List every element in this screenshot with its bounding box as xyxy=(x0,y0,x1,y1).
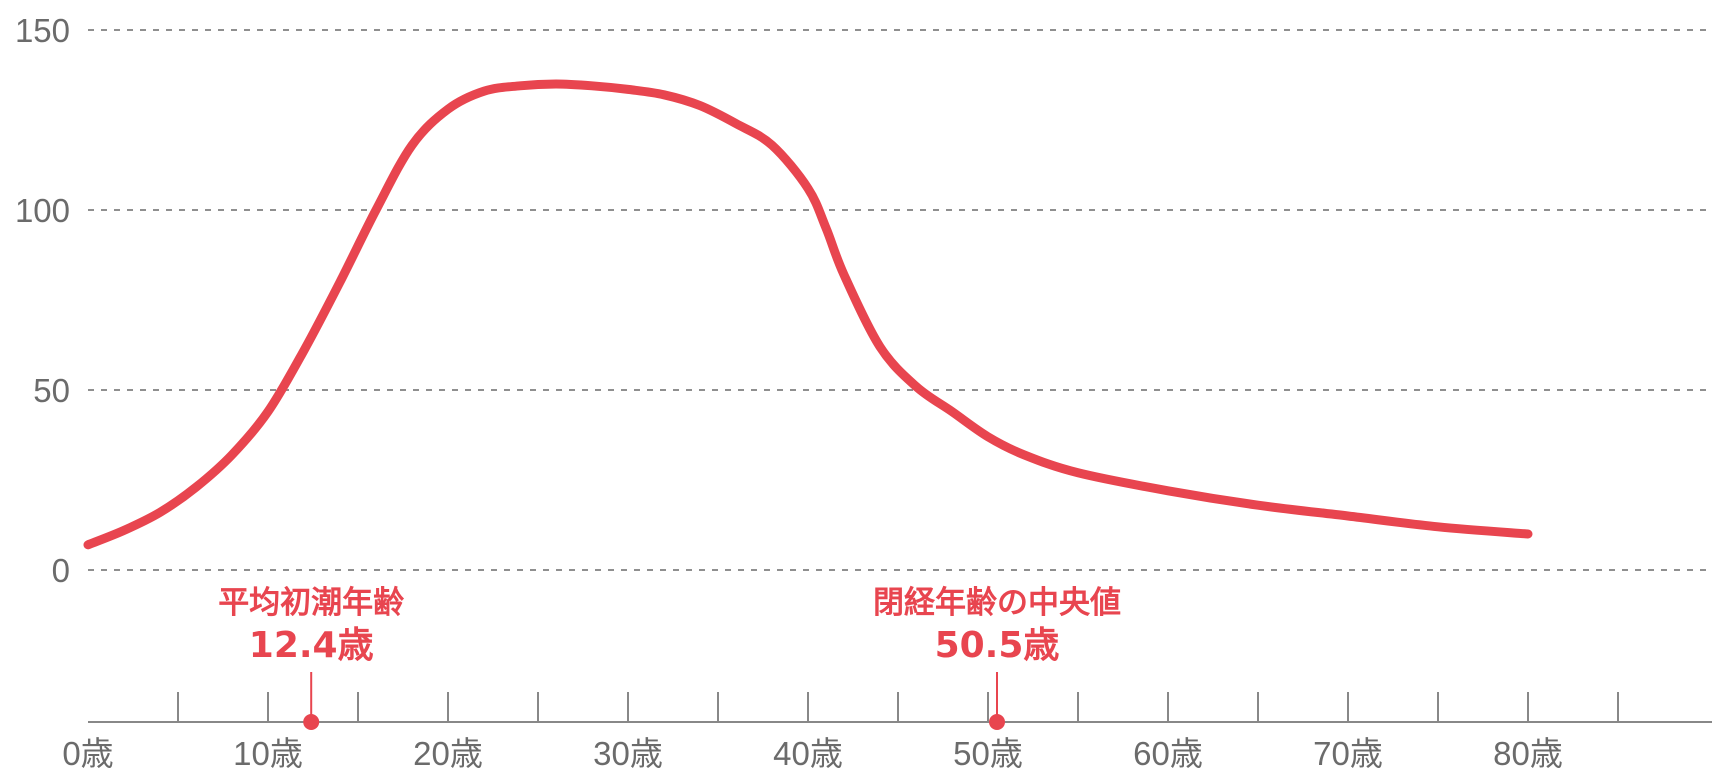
y-tick-label-150: 150 xyxy=(15,12,70,49)
annotations: 平均初潮年齢 12.4歳 閉経年齢の中央値 50.5歳 xyxy=(218,585,1121,730)
x-tick-label-40: 40歳 xyxy=(773,735,843,769)
x-tick-label-60: 60歳 xyxy=(1133,735,1203,769)
y-axis-tick-labels: 0 50 100 150 xyxy=(15,12,70,589)
annotation-marker-1 xyxy=(989,714,1005,730)
x-axis: 0歳 10歳 20歳 30歳 40歳 50歳 60歳 70歳 80歳 xyxy=(62,692,1712,769)
annotation-title-0: 平均初潮年齢 xyxy=(218,585,404,621)
y-tick-label-50: 50 xyxy=(33,372,70,409)
x-tick-label-30: 30歳 xyxy=(593,735,663,769)
grid-lines xyxy=(88,29,1712,571)
x-tick-label-10: 10歳 xyxy=(233,735,303,769)
annotation-value-1: 50.5歳 xyxy=(935,625,1060,666)
series-lines xyxy=(83,79,1533,550)
x-tick-label-50: 50歳 xyxy=(953,735,1023,769)
x-tick-label-70: 70歳 xyxy=(1313,735,1383,769)
annotation-value-0: 12.4歳 xyxy=(249,625,374,666)
annotation-marker-0 xyxy=(303,714,320,730)
y-tick-label-0: 0 xyxy=(52,552,70,589)
annotation-title-1: 閉経年齢の中央値 xyxy=(873,585,1121,621)
x-tick-label-0: 0歳 xyxy=(62,735,113,769)
x-tick-label-20: 20歳 xyxy=(413,735,483,769)
x-tick-label-80: 80歳 xyxy=(1493,735,1563,769)
y-tick-label-100: 100 xyxy=(15,192,70,229)
series-line-0 xyxy=(83,79,1533,550)
